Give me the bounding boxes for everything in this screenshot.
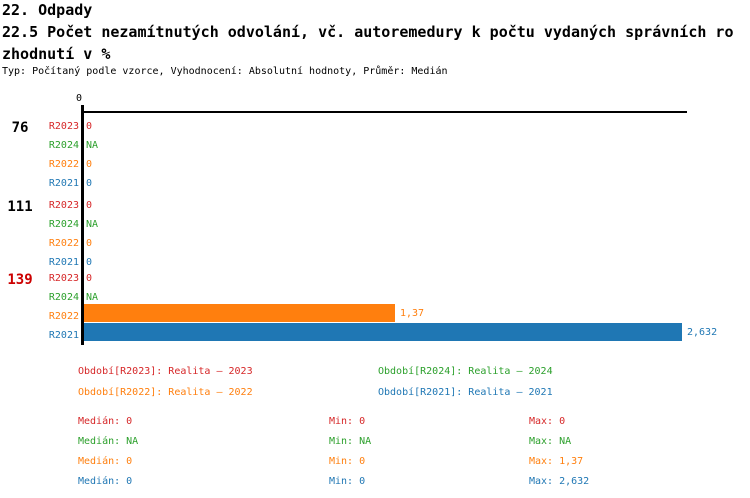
- stat-min: Min: 0: [329, 476, 366, 487]
- series-value-label: 0: [86, 273, 93, 284]
- stat-min: Min: 0: [329, 456, 366, 467]
- chart-meta-line: Typ: Počítaný podle vzorce, Vyhodnocení:…: [2, 66, 448, 77]
- series-year-label: R2022: [48, 159, 79, 170]
- series-value-label: 0: [86, 121, 93, 132]
- stat-max: Max: 1,37: [529, 456, 584, 467]
- series-year-label: R2021: [48, 257, 79, 268]
- series-value-label: 0: [86, 257, 93, 268]
- stat-median: Medián: 0: [78, 456, 133, 467]
- series-value-label: NA: [86, 140, 99, 151]
- series-year-label: R2024: [48, 292, 79, 303]
- stat-max: Max: 0: [529, 416, 566, 427]
- series-value-label: NA: [86, 219, 99, 230]
- series-year-label: R2022: [48, 238, 79, 249]
- axis-zero-tick: 0: [75, 93, 83, 104]
- page-title: 22. Odpady: [2, 1, 93, 19]
- stat-min: Min: NA: [329, 436, 372, 447]
- series-value-label: 0: [86, 200, 93, 211]
- legend-item-r2021: Období[R2021]: Realita – 2021: [378, 387, 553, 398]
- bar-r2021: [84, 323, 682, 341]
- series-value-label: 0: [86, 178, 93, 189]
- bar-value-label: 2,632: [687, 327, 718, 338]
- legend-item-r2022: Období[R2022]: Realita – 2022: [78, 387, 253, 398]
- group-label: 139: [7, 272, 33, 288]
- series-year-label: R2023: [48, 273, 79, 284]
- series-year-label: R2024: [48, 140, 79, 151]
- stat-median: Medián: 0: [78, 416, 133, 427]
- x-axis-line: [81, 111, 687, 113]
- series-year-label: R2022: [48, 311, 79, 322]
- group-label: 76: [11, 120, 29, 136]
- series-year-label: R2024: [48, 219, 79, 230]
- stat-median: Medián: NA: [78, 436, 139, 447]
- series-value-label: 0: [86, 159, 93, 170]
- series-year-label: R2023: [48, 200, 79, 211]
- stat-median: Medián: 0: [78, 476, 133, 487]
- stat-min: Min: 0: [329, 416, 366, 427]
- legend-item-r2024: Období[R2024]: Realita – 2024: [378, 366, 553, 377]
- series-year-label: R2021: [48, 178, 79, 189]
- series-value-label: 0: [86, 238, 93, 249]
- stat-max: Max: NA: [529, 436, 572, 447]
- chart-subtitle-line2: zhodnutí v %: [2, 45, 111, 63]
- bar-value-label: 1,37: [400, 308, 425, 319]
- stat-max: Max: 2,632: [529, 476, 590, 487]
- y-axis-line: [81, 105, 84, 345]
- legend-item-r2023: Období[R2023]: Realita – 2023: [78, 366, 253, 377]
- series-value-label: NA: [86, 292, 99, 303]
- series-year-label: R2023: [48, 121, 79, 132]
- series-year-label: R2021: [48, 330, 79, 341]
- chart-subtitle-line1: 22.5 Počet nezamítnutých odvolání, vč. a…: [2, 23, 734, 41]
- bar-r2022: [84, 304, 395, 322]
- group-label: 111: [7, 199, 33, 215]
